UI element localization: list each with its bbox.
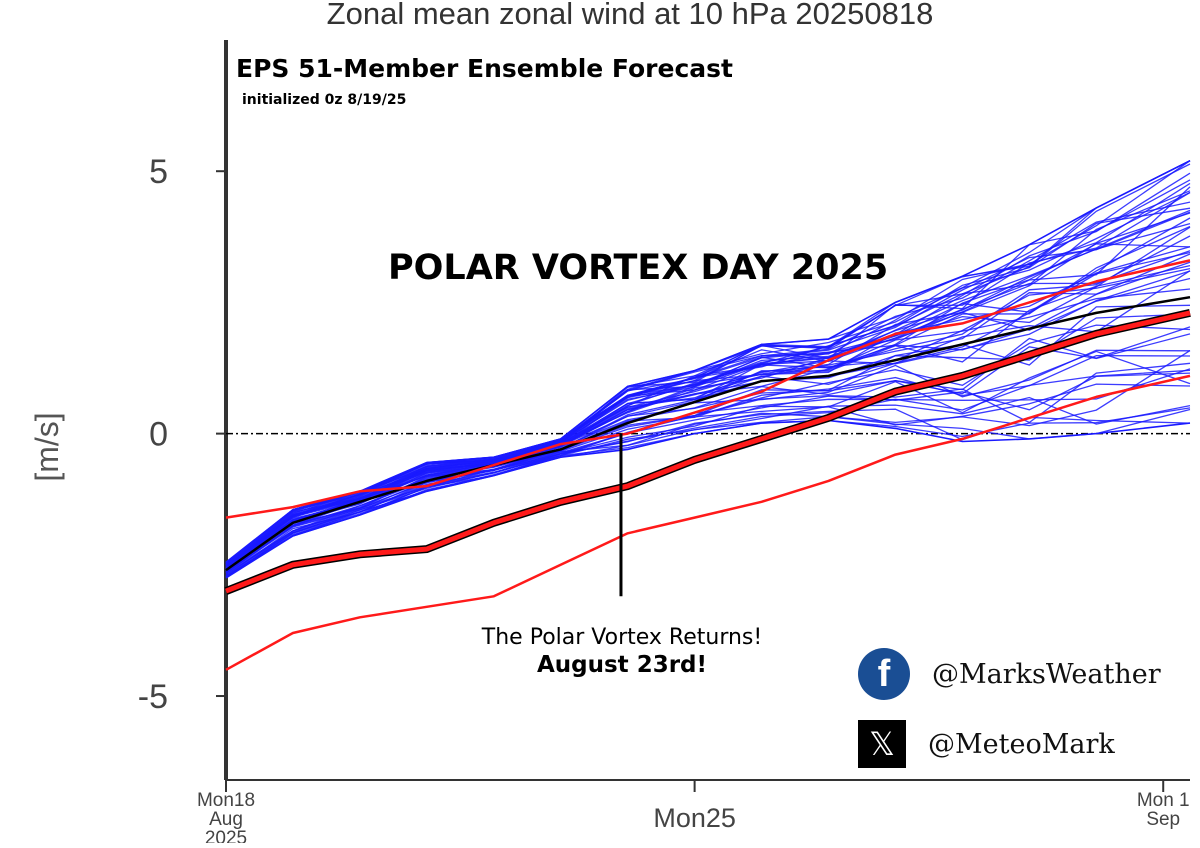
ensemble-member-line	[225, 396, 1191, 579]
ensemble-lower-bound	[225, 419, 1191, 579]
series-line	[225, 310, 1191, 594]
series-outline	[224, 308, 1191, 595]
ensemble-member-line	[225, 270, 1191, 569]
ensemble-member-line	[225, 324, 1191, 571]
x-handle: @MeteoMark	[928, 728, 1115, 760]
ensemble-member-line	[225, 304, 1191, 573]
ensemble-member-line	[225, 270, 1191, 569]
y-tick-label: -5	[138, 678, 168, 716]
series-line	[225, 259, 1191, 519]
x-tick-label: Mon25	[653, 803, 736, 833]
series-line	[225, 374, 1191, 671]
forecast-heading: EPS 51-Member Ensemble Forecast	[236, 54, 733, 83]
callout-line-1: The Polar Vortex Returns!	[481, 625, 763, 650]
ensemble-member-line	[225, 326, 1191, 572]
facebook-link[interactable]: f @MarksWeather	[858, 648, 1161, 700]
ensemble-upper-bound	[225, 159, 1191, 563]
x-tick-label: Sep	[1146, 809, 1180, 830]
ensemble-member-line	[225, 369, 1191, 578]
x-tick-label: Aug	[209, 809, 243, 830]
ensemble-member-line	[225, 192, 1191, 566]
series-group	[224, 259, 1191, 671]
facebook-handle: @MarksWeather	[932, 658, 1161, 690]
chart-title: Zonal mean zonal wind at 10 hPa 20250818	[326, 0, 934, 31]
x-tick-label: Mon18	[197, 790, 255, 811]
x-tick-label: 2025	[205, 828, 247, 843]
y-tick-label: 5	[149, 153, 168, 191]
y-tick-label: 0	[149, 416, 168, 454]
facebook-icon: f	[858, 648, 910, 700]
ensemble-member-line	[225, 368, 1191, 574]
x-tick-label: Mon 1	[1137, 790, 1190, 811]
ensemble-member-line	[225, 261, 1191, 569]
callout-line-2: August 23rd!	[536, 652, 707, 678]
ensemble-member-line	[225, 246, 1191, 568]
x-icon: 𝕏	[858, 720, 906, 768]
y-axis-label: [m/s]	[29, 412, 65, 481]
x-link[interactable]: 𝕏 @MeteoMark	[858, 720, 1115, 768]
series-line	[225, 295, 1191, 572]
banner-text: POLAR VORTEX DAY 2025	[388, 248, 889, 288]
ensemble-member-line	[225, 354, 1191, 574]
init-time-label: initialized 0z 8/19/25	[242, 92, 407, 108]
